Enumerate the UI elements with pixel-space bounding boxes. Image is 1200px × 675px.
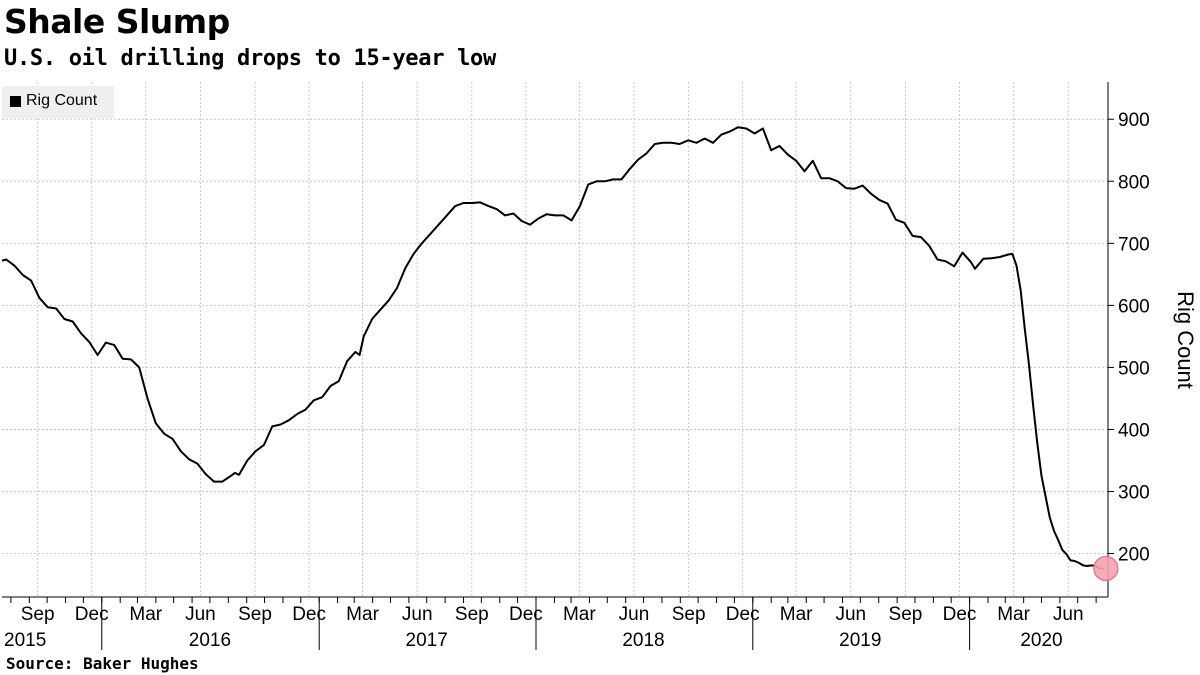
x-month-label: Sep	[21, 604, 55, 625]
x-month-label: Dec	[726, 604, 760, 625]
x-month-label: Mar	[129, 604, 162, 625]
x-month-label: Mar	[780, 604, 813, 625]
highlight-marker-group	[1093, 555, 1119, 582]
x-month-label: Mar	[346, 604, 379, 625]
x-month-label: Dec	[943, 604, 977, 625]
legend-label: Rig Count	[26, 92, 98, 109]
x-month-label: Sep	[238, 604, 272, 625]
x-month-label: Jun	[402, 604, 433, 625]
x-year-label: 2019	[839, 630, 881, 651]
y-tick-label: 700	[1118, 234, 1150, 255]
x-month-label: Dec	[292, 604, 326, 625]
axes: 200 300 400 500 600 700 800 900 Sep Dec Mar Jun Sep D…	[2, 82, 1150, 651]
y-tick-label: 900	[1118, 110, 1150, 131]
chart-title: Shale Slump	[4, 2, 230, 41]
x-month-label: Sep	[455, 604, 489, 625]
x-month-label: Sep	[672, 604, 706, 625]
y-tick-label: 400	[1118, 420, 1150, 441]
x-year-label: 2018	[622, 630, 664, 651]
x-month-label: Jun	[619, 604, 650, 625]
x-year-label: 2016	[189, 630, 231, 651]
x-month-label: Mar	[997, 604, 1030, 625]
series-line-rig-count	[1, 126, 1104, 570]
x-month-label: Dec	[509, 604, 543, 625]
x-year-label: 2020	[1020, 630, 1062, 651]
y-tick-label: 300	[1118, 483, 1150, 504]
x-month-label: Jun	[1053, 604, 1084, 625]
y-tick-label: 500	[1118, 358, 1150, 379]
y-tick-label: 200	[1118, 545, 1150, 566]
legend-swatch	[10, 96, 21, 107]
y-tick-label: 600	[1118, 296, 1150, 317]
series-rig-count	[1, 126, 1104, 570]
x-month-label: Sep	[889, 604, 923, 625]
chart-subtitle: U.S. oil drilling drops to 15-year low	[4, 46, 496, 71]
highlight-marker	[1093, 555, 1119, 582]
x-month-label: Jun	[835, 604, 866, 625]
x-month-label: Mar	[563, 604, 596, 625]
y-tick-label: 800	[1118, 172, 1150, 193]
source-note: Source: Baker Hughes	[6, 654, 199, 673]
x-month-label: Jun	[185, 604, 216, 625]
y-axis-label: Rig Count	[1173, 291, 1198, 389]
x-year-label: 2017	[406, 630, 448, 651]
grid-lines	[2, 82, 1108, 597]
x-year-label: 2015	[4, 630, 46, 651]
x-month-label: Dec	[75, 604, 109, 625]
